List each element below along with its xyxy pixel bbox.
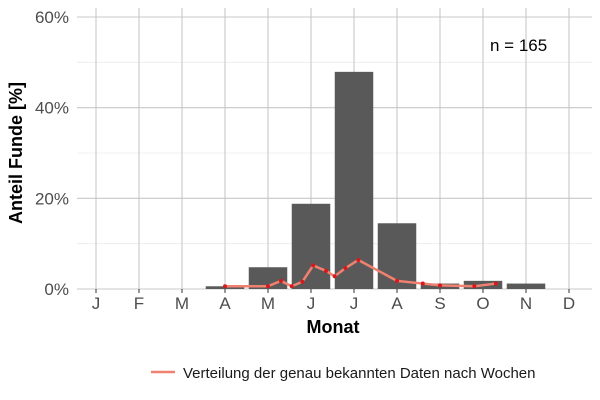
y-tick-label: 20% bbox=[35, 189, 69, 208]
bar bbox=[291, 203, 331, 289]
annotation-n: n = 165 bbox=[490, 36, 547, 55]
series-point bbox=[289, 284, 294, 289]
series-point bbox=[300, 279, 305, 284]
x-tick-label: M bbox=[175, 294, 189, 313]
legend-label: Verteilung der genau bekannten Daten nac… bbox=[183, 365, 536, 382]
x-tick-label: S bbox=[434, 294, 445, 313]
bar bbox=[334, 71, 374, 289]
series-point bbox=[266, 284, 270, 289]
x-tick-label: A bbox=[391, 294, 403, 313]
bar bbox=[377, 223, 417, 289]
y-tick-label: 60% bbox=[35, 8, 69, 27]
x-tick-label: F bbox=[134, 294, 144, 313]
series-point bbox=[395, 278, 399, 283]
legend: Verteilung der genau bekannten Daten nac… bbox=[151, 365, 536, 382]
x-axis-title: Monat bbox=[307, 317, 360, 337]
x-tick-label: D bbox=[563, 294, 575, 313]
series-point bbox=[332, 274, 337, 279]
x-tick-label: N bbox=[520, 294, 532, 313]
series-point bbox=[472, 284, 477, 289]
series-point bbox=[493, 281, 498, 286]
series-point bbox=[223, 284, 227, 289]
y-axis-title: Anteil Funde [%] bbox=[6, 82, 26, 224]
series-point bbox=[356, 257, 361, 262]
series-point bbox=[311, 263, 316, 268]
bar bbox=[506, 283, 546, 289]
y-tick-label: 40% bbox=[35, 99, 69, 118]
x-tick-label: J bbox=[92, 294, 101, 313]
x-tick-label: J bbox=[307, 294, 316, 313]
x-tick-label: O bbox=[476, 294, 489, 313]
series-point bbox=[420, 281, 425, 286]
x-tick-label: M bbox=[261, 294, 275, 313]
y-tick-label: 0% bbox=[44, 280, 69, 299]
bars bbox=[205, 71, 546, 289]
series-point bbox=[278, 278, 283, 283]
x-tick-label: J bbox=[350, 294, 359, 313]
y-axis: 0% 20% 40% 60% bbox=[35, 8, 69, 299]
series-point bbox=[438, 283, 442, 288]
series-point bbox=[343, 266, 348, 271]
series-point bbox=[324, 268, 329, 273]
x-tick-label: A bbox=[219, 294, 231, 313]
line-series bbox=[223, 257, 498, 289]
